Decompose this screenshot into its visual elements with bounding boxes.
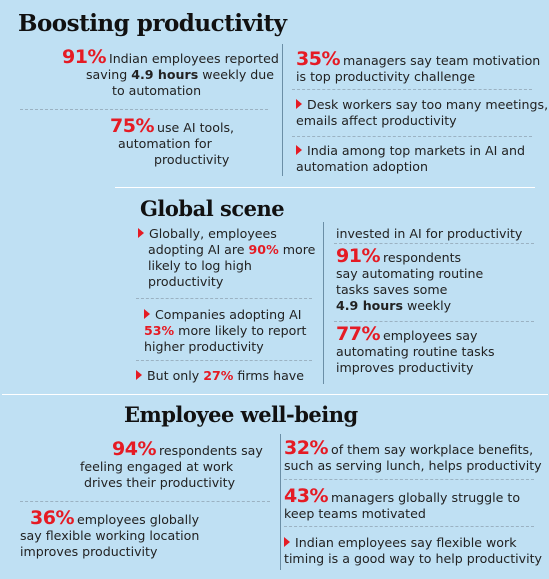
stat-value: 94%: [112, 438, 156, 460]
divider: [136, 360, 312, 361]
stat-91-indian-employees: 91% Indian employees reported saving 4.9 …: [62, 49, 279, 99]
stat-value: 43%: [284, 485, 328, 507]
stat-35-managers: 35% managers say team motivation is top p…: [296, 51, 540, 85]
section-separator: [115, 187, 535, 188]
divider: [284, 526, 534, 527]
section-title-global-scene: Global scene: [140, 196, 284, 221]
column-divider: [280, 434, 281, 570]
divider: [20, 501, 270, 502]
bullet-only-27-firms: But only 27% firms have: [136, 368, 304, 384]
section-title-employee-well-being: Employee well-being: [124, 402, 358, 427]
stat-value: 91%: [336, 245, 380, 267]
stat-43-managers: 43% managers globally struggle to keep te…: [284, 488, 520, 522]
section-title-boosting-productivity: Boosting productivity: [18, 10, 287, 37]
bullet-globally-employees: Globally, employees adopting AI are 90% …: [138, 226, 315, 290]
stat-value: 32%: [284, 437, 328, 459]
column-divider: [282, 44, 283, 176]
bullet-desk-workers: Desk workers say too many meetings, emai…: [296, 97, 548, 129]
bullet-india-top-markets: India among top markets in AI and automa…: [296, 143, 525, 175]
divider: [334, 243, 534, 244]
section-separator: [2, 394, 548, 395]
stat-value: 91%: [62, 46, 106, 68]
stat-91-respondents: 91% respondents say automating routine ta…: [336, 248, 483, 314]
stat-value: 75%: [110, 115, 154, 137]
bullet-flexible-work-timing: Indian employees say flexible work timin…: [284, 535, 542, 567]
triangle-bullet-icon: [138, 228, 144, 238]
triangle-bullet-icon: [284, 537, 290, 547]
stat-value: 77%: [336, 323, 380, 345]
divider: [20, 109, 268, 110]
stat-value: 36%: [30, 507, 74, 529]
stat-94-respondents: 94% respondents say feeling engaged at wo…: [80, 441, 263, 491]
triangle-bullet-icon: [296, 99, 302, 109]
bullet-companies-adopting-ai: Companies adopting AI 53% more likely to…: [144, 307, 306, 355]
divider: [334, 321, 534, 322]
column-divider: [323, 222, 324, 384]
divider: [292, 136, 532, 137]
divider: [284, 479, 534, 480]
stat-36-employees: 36% employees globally say flexible worki…: [20, 510, 199, 560]
divider: [136, 298, 312, 299]
triangle-bullet-icon: [136, 370, 142, 380]
divider: [292, 89, 532, 90]
stat-77-employees: 77% employees say automating routine task…: [336, 326, 495, 376]
stat-75-ai-tools: 75% use AI tools, automation for producti…: [110, 118, 234, 168]
stat-32-of-them: 32% of them say workplace benefits, such …: [284, 440, 542, 474]
triangle-bullet-icon: [144, 309, 150, 319]
text-invested-in-ai: invested in AI for productivity: [336, 226, 522, 242]
stat-value: 35%: [296, 48, 340, 70]
triangle-bullet-icon: [296, 145, 302, 155]
